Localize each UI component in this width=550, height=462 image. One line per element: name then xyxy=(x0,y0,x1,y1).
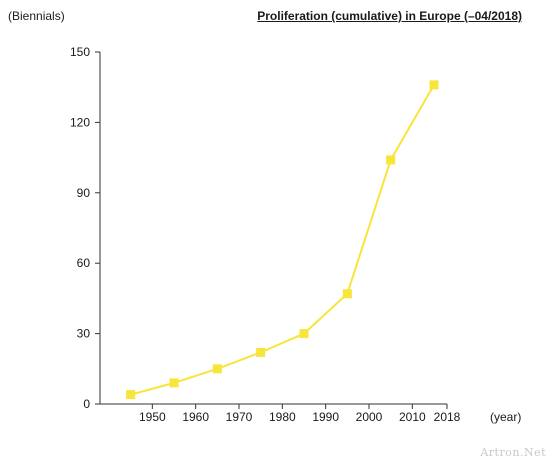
x-axis-label: (year) xyxy=(490,410,522,424)
data-point xyxy=(126,390,136,400)
x-tick-label: 2000 xyxy=(356,410,383,424)
y-tick-label: 60 xyxy=(77,256,91,270)
x-tick-label: 1980 xyxy=(269,410,296,424)
data-point xyxy=(429,80,439,90)
y-tick-label: 30 xyxy=(77,327,91,341)
data-point xyxy=(169,378,179,388)
x-tick-label: 2010 xyxy=(399,410,426,424)
data-point xyxy=(299,329,309,339)
series-line xyxy=(130,84,435,396)
y-axis-label: (Biennials) xyxy=(8,9,65,23)
y-tick-label: 0 xyxy=(83,397,90,411)
x-tick-label: 2018 xyxy=(434,410,461,424)
data-point xyxy=(386,155,396,165)
x-tick-label: 1950 xyxy=(139,410,166,424)
data-point xyxy=(212,364,222,374)
data-point xyxy=(256,347,266,357)
y-tick-label: 150 xyxy=(70,45,90,59)
x-tick-label: 1990 xyxy=(312,410,339,424)
x-tick-label: 1960 xyxy=(182,410,209,424)
chart-title: Proliferation (cumulative) in Europe (–0… xyxy=(257,9,522,23)
data-point xyxy=(342,289,352,299)
y-tick-label: 120 xyxy=(70,115,90,129)
y-tick-label: 90 xyxy=(77,186,91,200)
watermark: Artron.Net xyxy=(480,446,546,459)
x-tick-label: 1970 xyxy=(226,410,253,424)
